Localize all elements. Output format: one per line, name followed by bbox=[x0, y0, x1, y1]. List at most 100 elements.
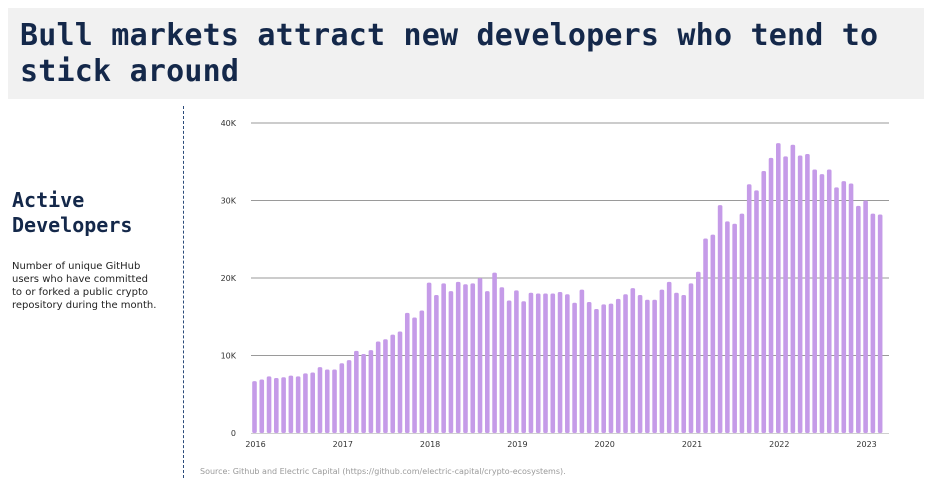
bar bbox=[877, 214, 883, 433]
bar bbox=[455, 281, 461, 434]
bar bbox=[746, 184, 752, 433]
bar bbox=[368, 350, 374, 433]
bar bbox=[717, 205, 723, 433]
bar bbox=[339, 363, 345, 433]
bar bbox=[528, 292, 534, 433]
bar bbox=[688, 283, 694, 433]
y-tick-label: 10K bbox=[221, 352, 237, 361]
bar bbox=[841, 181, 847, 434]
bar bbox=[797, 155, 803, 434]
bar bbox=[637, 295, 643, 433]
bar bbox=[543, 293, 548, 433]
bar bbox=[805, 154, 810, 433]
bar bbox=[288, 375, 294, 433]
bar bbox=[594, 309, 599, 433]
y-tick-label: 0 bbox=[231, 429, 236, 438]
vertical-divider bbox=[183, 106, 184, 478]
bar bbox=[434, 295, 439, 433]
bar bbox=[856, 205, 861, 433]
bar bbox=[324, 369, 330, 433]
bar bbox=[346, 360, 352, 433]
bar bbox=[383, 339, 388, 433]
x-tick-label: 2022 bbox=[769, 440, 789, 449]
bar bbox=[615, 298, 621, 433]
bar bbox=[448, 291, 454, 433]
bar bbox=[674, 292, 679, 433]
bar bbox=[579, 289, 585, 434]
bar bbox=[390, 334, 396, 433]
bar bbox=[819, 174, 825, 433]
x-tick-label: 2020 bbox=[595, 440, 615, 449]
x-tick-label: 2016 bbox=[245, 440, 265, 449]
bar bbox=[826, 169, 832, 433]
bar bbox=[361, 353, 366, 433]
bar bbox=[492, 272, 497, 433]
bar bbox=[812, 169, 817, 433]
bar bbox=[834, 187, 839, 433]
section-heading-line1: Active bbox=[12, 188, 85, 212]
y-tick-label: 30K bbox=[221, 197, 237, 206]
bar bbox=[412, 317, 417, 433]
bar bbox=[695, 271, 701, 433]
bar bbox=[659, 289, 665, 434]
x-tick-label: 2019 bbox=[507, 440, 527, 449]
bar bbox=[739, 213, 745, 433]
x-axis-tick-labels: 2016 2017 2018 2019 2020 2021 2022 2023 bbox=[245, 440, 876, 449]
bar bbox=[666, 281, 672, 434]
x-tick-label: 2023 bbox=[856, 440, 876, 449]
section-description: Number of unique GitHub users who have c… bbox=[12, 261, 157, 311]
bar bbox=[586, 302, 592, 433]
bar bbox=[499, 287, 505, 433]
bar bbox=[645, 299, 650, 433]
page-title: Bull markets attract new developers who … bbox=[20, 18, 879, 89]
bar bbox=[681, 295, 687, 433]
y-axis-tick-labels: 0 10K 20K 30K 40K bbox=[221, 119, 237, 438]
x-tick-label: 2018 bbox=[420, 440, 440, 449]
bar bbox=[848, 183, 854, 433]
bar bbox=[761, 171, 767, 434]
bar bbox=[332, 369, 337, 433]
bar bbox=[397, 331, 403, 433]
bar bbox=[514, 290, 519, 433]
bar bbox=[557, 291, 563, 433]
bar bbox=[281, 377, 286, 433]
bar bbox=[535, 293, 541, 433]
bar bbox=[790, 144, 796, 433]
bar bbox=[870, 213, 876, 433]
bar bbox=[768, 157, 774, 434]
bar bbox=[732, 223, 737, 433]
y-tick-label: 40K bbox=[221, 119, 237, 128]
bar bbox=[404, 312, 410, 434]
bar bbox=[485, 291, 490, 433]
title-band bbox=[8, 8, 924, 99]
bar bbox=[623, 294, 628, 433]
bar bbox=[303, 373, 308, 433]
bar bbox=[354, 350, 359, 433]
bar bbox=[630, 288, 636, 433]
bar bbox=[375, 341, 381, 433]
bar bbox=[470, 283, 476, 433]
bar bbox=[754, 190, 759, 433]
bar bbox=[521, 301, 526, 433]
y-tick-label: 20K bbox=[221, 274, 237, 283]
bar bbox=[608, 303, 614, 433]
section-heading: Active Developers bbox=[12, 188, 132, 238]
bar bbox=[710, 234, 716, 433]
bar bbox=[259, 379, 265, 433]
bar bbox=[310, 372, 315, 433]
bar bbox=[426, 282, 432, 433]
x-tick-label: 2017 bbox=[333, 440, 353, 449]
bars bbox=[252, 143, 883, 434]
bar bbox=[252, 381, 257, 433]
bar bbox=[565, 294, 570, 433]
bar bbox=[266, 376, 272, 433]
bar bbox=[550, 293, 556, 433]
bar bbox=[776, 143, 781, 433]
bar bbox=[725, 221, 730, 433]
bar bbox=[601, 304, 606, 433]
bar bbox=[783, 156, 788, 433]
section-heading-line2: Developers bbox=[12, 213, 133, 237]
bar bbox=[317, 367, 323, 434]
bar bbox=[477, 278, 483, 433]
